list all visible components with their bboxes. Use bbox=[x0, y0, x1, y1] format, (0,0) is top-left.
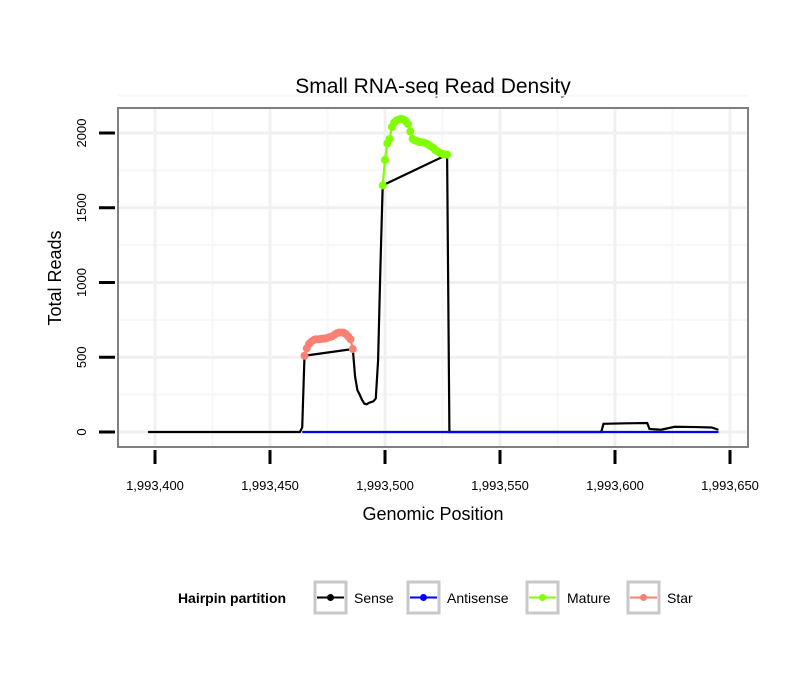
x-tick-label: 1,993,400 bbox=[126, 478, 184, 493]
y-axis-label: Total Reads bbox=[45, 230, 65, 325]
y-tick-label: 1000 bbox=[74, 268, 89, 297]
mature-point bbox=[385, 134, 394, 143]
legend-title: Hairpin partition bbox=[178, 590, 286, 606]
legend-item-star: Star bbox=[626, 580, 693, 615]
x-tick-label: 1,993,500 bbox=[356, 478, 414, 493]
legend-key-point bbox=[539, 594, 546, 601]
legend-key-point bbox=[420, 594, 427, 601]
star-point bbox=[348, 345, 357, 354]
legend-item-mature: Mature bbox=[525, 580, 611, 615]
mature-point bbox=[406, 127, 415, 136]
y-tick-label: 500 bbox=[74, 346, 89, 368]
chart-title: Small RNA-seq Read Density bbox=[295, 75, 571, 98]
mature-point bbox=[381, 155, 389, 164]
legend-key-point bbox=[640, 594, 647, 601]
legend-item-sense: Sense bbox=[313, 580, 394, 615]
x-tick-label: 1,993,450 bbox=[241, 478, 299, 493]
y-tick-label: 1500 bbox=[74, 193, 89, 222]
y-tick-label: 0 bbox=[74, 428, 89, 435]
y-tick-label: 2000 bbox=[74, 119, 89, 148]
series-layer bbox=[148, 114, 719, 434]
legend-label: Antisense bbox=[447, 590, 509, 606]
mature-point bbox=[404, 120, 412, 129]
legend: Hairpin partition Sense Antisense Mature St… bbox=[178, 580, 693, 615]
plot-panel bbox=[118, 108, 748, 447]
mature-point bbox=[443, 150, 452, 159]
legend-label: Star bbox=[667, 590, 693, 606]
x-tick-label: 1,993,600 bbox=[586, 478, 644, 493]
axes: 1,993,400 1,993,450 1,993,500 1,993,550 1,99… bbox=[74, 119, 759, 493]
legend-label: Sense bbox=[354, 590, 394, 606]
legend-label: Mature bbox=[567, 590, 611, 606]
mature-point bbox=[378, 181, 387, 190]
legend-key-point bbox=[327, 594, 334, 601]
panel-border bbox=[117, 107, 749, 448]
x-tick-label: 1,993,550 bbox=[471, 478, 529, 493]
star-point bbox=[300, 351, 309, 360]
star-point bbox=[346, 335, 355, 344]
series-line-sense bbox=[148, 152, 719, 434]
x-axis-label: Genomic Position bbox=[362, 504, 503, 524]
x-tick-label: 1,993,650 bbox=[701, 478, 759, 493]
grid bbox=[118, 94, 748, 447]
legend-item-antisense: Antisense bbox=[406, 580, 509, 615]
